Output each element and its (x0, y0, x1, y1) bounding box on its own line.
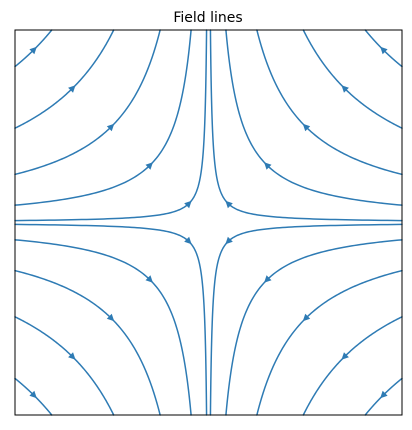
flow-arrow-top-right-2 (302, 123, 311, 132)
flow-arrow-bottom-left-4 (29, 390, 37, 399)
field-line-top-left-1 (14, 29, 192, 206)
flow-arrow-bottom-right-3 (341, 352, 349, 360)
flow-arrow-bottom-left-1 (145, 275, 153, 283)
field-line-bottom-right-3 (302, 316, 403, 416)
flow-arrow-top-left-3 (68, 85, 76, 93)
flow-arrow-top-left-1 (145, 162, 153, 170)
flow-arrow-bottom-right-1 (264, 275, 272, 283)
flow-arrow-top-right-4 (380, 46, 388, 55)
flow-arrow-top-left-4 (29, 46, 37, 55)
flow-arrow-bottom-right-2 (302, 313, 311, 322)
field-line-top-right-3 (302, 29, 403, 129)
flow-arrow-bottom-left-2 (106, 313, 115, 322)
flow-arrow-bottom-left-0 (184, 236, 192, 245)
field-line-bottom-left-3 (14, 316, 115, 416)
field-line-bottom-right-1 (225, 239, 403, 416)
flow-arrow-top-left-2 (106, 123, 115, 132)
flow-arrow-top-right-3 (341, 85, 349, 93)
flow-arrow-bottom-right-0 (225, 236, 233, 245)
flow-arrow-bottom-left-3 (68, 352, 76, 360)
plot-frame (14, 29, 403, 416)
field-line-bottom-right-2 (256, 269, 403, 416)
flow-arrow-top-left-0 (184, 200, 192, 209)
chart-title: Field lines (173, 10, 242, 26)
field-line-top-left-3 (14, 29, 115, 129)
field-line-bottom-left-2 (14, 269, 161, 416)
field-line-top-right-2 (256, 29, 403, 176)
flow-arrow-top-right-1 (264, 162, 272, 170)
flow-arrow-bottom-right-4 (380, 390, 388, 399)
flow-arrow-top-right-0 (225, 200, 233, 209)
field-line-bottom-left-1 (14, 239, 192, 416)
plot-area (14, 29, 403, 416)
field-line-top-right-1 (225, 29, 403, 206)
field-line-top-left-2 (14, 29, 161, 176)
